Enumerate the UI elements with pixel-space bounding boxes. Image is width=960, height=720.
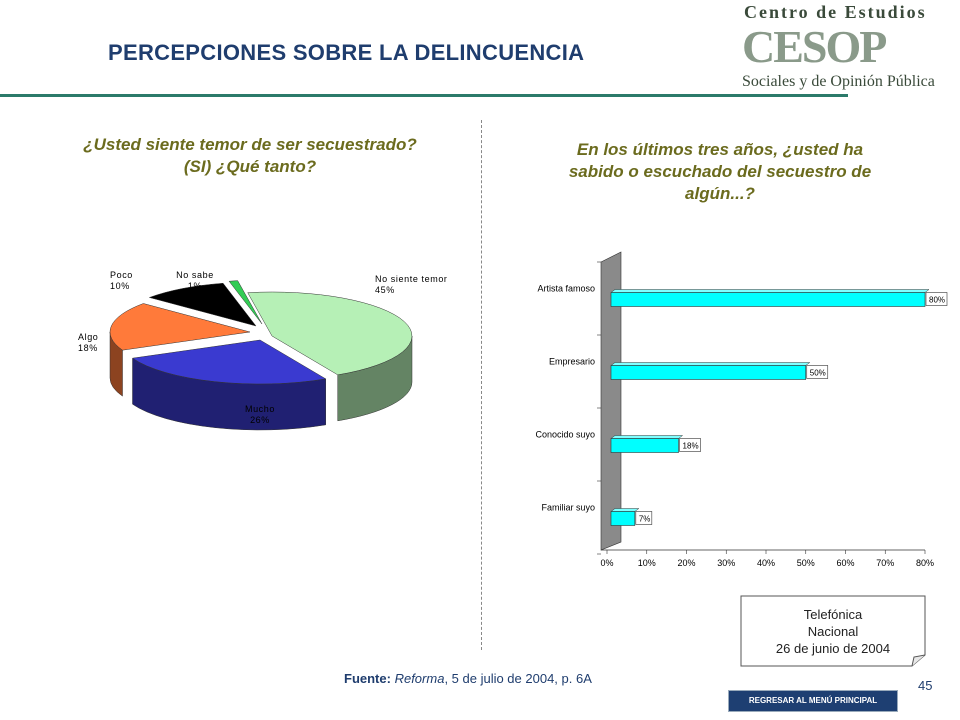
pie-slice <box>109 303 251 351</box>
bar <box>610 365 807 380</box>
pie-slice-value: 1% <box>188 281 202 291</box>
pie-slice-name: Poco <box>110 270 133 280</box>
bar-category-label: Empresario <box>549 357 595 367</box>
pie-slice-name: No siente temor <box>375 274 448 284</box>
pie-slice-value: 45% <box>375 285 395 295</box>
column-divider <box>481 120 482 650</box>
source-rest: , 5 de julio de 2004, p. 6A <box>444 671 592 686</box>
pie-slice-name: Mucho <box>245 404 275 414</box>
bar-value-box <box>635 511 653 525</box>
survey-callout-text: Telefónica Nacional 26 de junio de 2004 <box>740 606 926 657</box>
bar <box>610 438 679 453</box>
left-question-line1: ¿Usted siente temor de ser secuestrado? <box>83 135 417 154</box>
pie-slice-value: 10% <box>110 281 130 291</box>
x-tick-label: 0% <box>600 558 613 568</box>
pie-slice <box>131 339 327 385</box>
bar <box>610 511 636 526</box>
bar-value-box <box>679 438 701 452</box>
page-title: PERCEPCIONES SOBRE LA DELINCUENCIA <box>108 40 585 65</box>
logo-mark: CESOP <box>742 21 886 72</box>
x-tick-label: 50% <box>797 558 815 568</box>
bar-category-label: Familiar suyo <box>541 503 595 513</box>
x-tick-label: 60% <box>836 558 854 568</box>
bar-value-box <box>806 365 829 379</box>
bar-category-label: Artista famoso <box>537 284 595 294</box>
pie-slice <box>148 282 257 327</box>
pie-slice <box>228 280 263 325</box>
source-label: Fuente: <box>344 671 391 686</box>
x-tick-label: 30% <box>717 558 735 568</box>
left-question-line2: (SI) ¿Qué tanto? <box>183 157 317 176</box>
title-underline <box>0 94 848 97</box>
bar-value-label: 80% <box>929 296 945 305</box>
logo-line2: Sociales y de Opinión Pública <box>742 73 935 90</box>
left-question: ¿Usted siente temor de ser secuestrado? … <box>20 134 480 178</box>
x-tick-label: 40% <box>757 558 775 568</box>
x-tick-label: 10% <box>638 558 656 568</box>
right-question-line1: En los últimos tres años, ¿usted ha <box>576 140 864 159</box>
bar-value-box <box>925 292 948 306</box>
bar-top <box>610 289 930 293</box>
bar-group: 7% <box>610 508 653 526</box>
bar-group: 18% <box>610 435 701 453</box>
x-tick-label: 70% <box>876 558 894 568</box>
right-question-line2: sabido o escuchado del secuestro de <box>568 162 872 181</box>
bar-top <box>610 508 640 512</box>
x-tick-label: 80% <box>916 558 934 568</box>
source-note: Fuente: Reforma, 5 de julio de 2004, p. … <box>344 671 592 686</box>
callout-line2: Nacional <box>807 624 859 639</box>
bar-value-label: 50% <box>810 369 826 378</box>
right-question-line3: algún...? <box>685 184 755 203</box>
bar <box>610 292 926 307</box>
pie-slice-name: Algo <box>78 332 98 342</box>
bar-wall <box>600 251 622 551</box>
x-tick-label: 20% <box>677 558 695 568</box>
logo-line1: Centro de Estudios <box>744 2 927 22</box>
pie-slice-value: 18% <box>78 343 98 353</box>
bar-top <box>610 435 684 439</box>
right-question: En los últimos tres años, ¿usted ha sabi… <box>500 139 940 205</box>
bar-top <box>610 362 811 366</box>
bar-group: 50% <box>610 362 829 380</box>
survey-callout-box <box>740 595 926 667</box>
pie-slice-value: 26% <box>250 415 270 425</box>
source-publication: Reforma <box>394 671 445 686</box>
callout-line3: 26 de junio de 2004 <box>775 641 891 656</box>
pie-slice-name: No sabe <box>176 270 214 280</box>
pie-slice <box>247 291 413 376</box>
callout-line1: Telefónica <box>803 607 863 622</box>
bar-category-label: Conocido suyo <box>535 430 595 440</box>
bar-value-label: 18% <box>683 442 699 451</box>
bar-group: 80% <box>610 289 948 307</box>
cesop-logo: Centro de Estudios CESOP Sociales y de O… <box>740 2 954 90</box>
page-number: 45 <box>918 678 933 693</box>
bar-value-label: 7% <box>639 515 651 524</box>
kidnapping-bar-chart: 0% 10% 20% 30% 40% 50% 60% 70% 80% 80% Artista fam… <box>535 251 948 568</box>
back-to-menu-button[interactable]: REGRESAR AL MENÚ PRINCIPAL <box>728 690 898 712</box>
